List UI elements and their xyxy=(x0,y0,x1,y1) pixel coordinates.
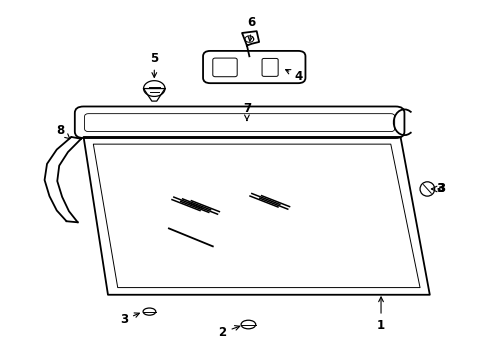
Text: 3: 3 xyxy=(435,183,443,195)
Text: 8: 8 xyxy=(56,124,70,139)
Text: 7: 7 xyxy=(243,102,250,120)
Text: 6: 6 xyxy=(247,17,255,41)
Text: 3: 3 xyxy=(436,183,444,195)
Text: 2: 2 xyxy=(218,325,239,339)
Text: 4: 4 xyxy=(285,69,302,82)
Text: 5: 5 xyxy=(150,51,158,77)
Text: 3: 3 xyxy=(120,313,139,327)
Text: 1: 1 xyxy=(376,297,385,332)
